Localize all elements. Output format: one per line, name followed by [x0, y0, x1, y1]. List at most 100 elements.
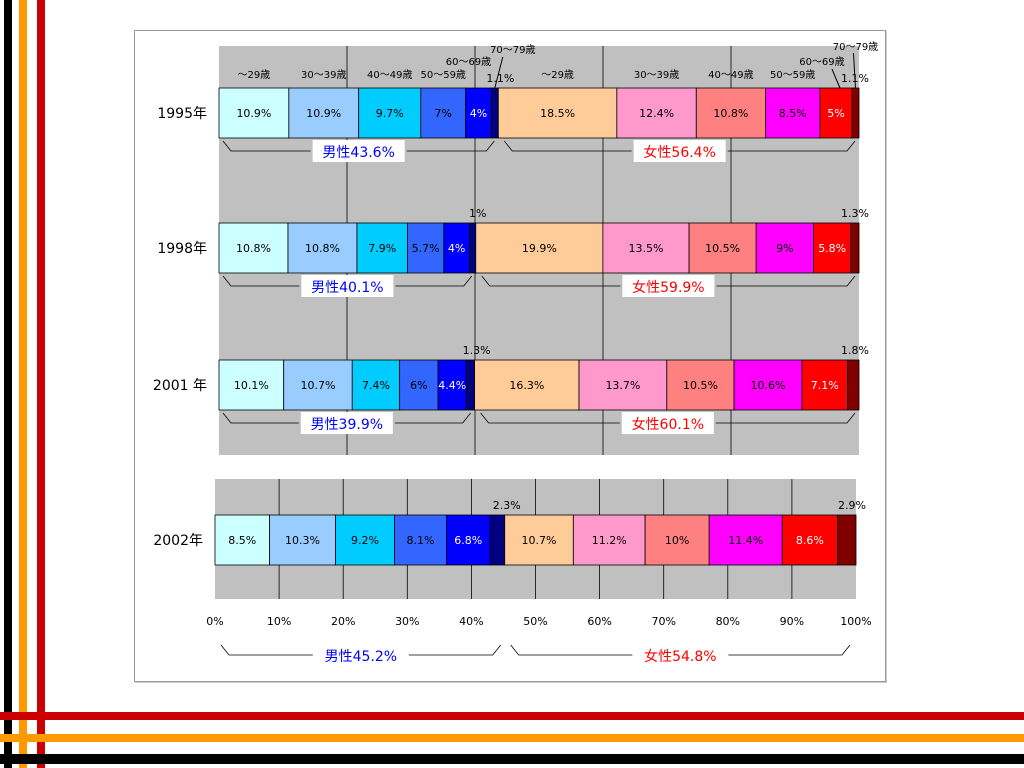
brace-label-bg — [622, 275, 715, 297]
brace-label-bg — [314, 644, 407, 666]
brace-line — [727, 140, 856, 152]
x-tick-label: 60% — [587, 615, 611, 628]
year-label: 2002年 — [153, 533, 203, 549]
male-total-label: 男性45.2% — [325, 649, 397, 665]
brace-label-bg — [312, 140, 405, 162]
bar-segment — [437, 359, 467, 411]
female-total-label: 女性60.1% — [632, 416, 704, 433]
data-label: 7.1% — [811, 379, 839, 392]
bar-segment — [851, 87, 860, 139]
data-label: 5.8% — [818, 242, 846, 255]
bar-segment — [489, 514, 506, 566]
brace-line — [504, 140, 632, 152]
brace-label-bg — [621, 412, 714, 434]
outside-label-female-70-79: 1.8% — [841, 344, 869, 357]
male-total-label: 男性43.6% — [322, 145, 394, 161]
x-tick-label: 40% — [459, 615, 483, 628]
outside-label-female-70-79: 2.9% — [838, 499, 866, 512]
data-label: 10.3% — [285, 534, 320, 547]
bar-segment — [351, 359, 401, 411]
male-total-label: 男性39.9% — [311, 417, 383, 433]
category-label: 30～39歳 — [634, 69, 679, 81]
year-label: 2001 年 — [153, 378, 207, 394]
bar-segment — [616, 87, 697, 139]
year-label: 1998年 — [157, 241, 207, 257]
bar-segment — [468, 222, 477, 274]
brace-line — [480, 412, 620, 424]
category-label: 30～39歳 — [301, 69, 346, 81]
x-tick-label: 30% — [395, 615, 419, 628]
bar-segment — [407, 222, 445, 274]
bar-segment — [666, 359, 735, 411]
brace-line — [222, 140, 311, 152]
bar-segment — [269, 514, 336, 566]
data-label: 10.1% — [234, 379, 269, 392]
data-label: 12.4% — [639, 107, 674, 120]
data-label: 10.5% — [705, 242, 740, 255]
x-tick-label: 10% — [267, 615, 291, 628]
bar-segment — [765, 87, 821, 139]
category-label: 70～79歳 — [490, 44, 535, 56]
bar-segment — [288, 87, 360, 139]
female-total-label: 女性56.4% — [643, 144, 715, 161]
bar-segment — [490, 87, 499, 139]
brace-label-bg — [300, 412, 393, 434]
category-label: 50～59歳 — [420, 69, 465, 81]
data-label: 11.4% — [728, 534, 763, 547]
x-tick-label: 90% — [780, 615, 804, 628]
bar-segment — [218, 359, 285, 411]
data-label: 11.2% — [592, 534, 627, 547]
data-label: 8.5% — [228, 534, 256, 547]
data-label: 8.5% — [779, 107, 807, 120]
data-label: 10.8% — [305, 242, 340, 255]
bar-segment — [837, 514, 857, 566]
brace-line — [394, 412, 471, 424]
outside-label-male-70-79: 1% — [469, 207, 486, 220]
year-label: 1995年 — [157, 106, 207, 122]
bar-segment — [218, 222, 289, 274]
outside-label-male-70-79: 2.3% — [493, 499, 521, 512]
bar-segment — [602, 222, 690, 274]
category-label: ～29歳 — [238, 69, 271, 81]
bar-segment — [781, 514, 838, 566]
leader-line — [852, 52, 856, 89]
outside-label-male-70-79: 1.3% — [463, 344, 491, 357]
female-total-label: 女性59.9% — [632, 279, 704, 296]
data-label: 5.7% — [412, 242, 440, 255]
bar-segment — [695, 87, 766, 139]
data-label: 13.7% — [605, 379, 640, 392]
brace-line — [220, 644, 313, 656]
bar-segment — [335, 514, 395, 566]
bar-segment — [497, 87, 618, 139]
data-label: 8.1% — [406, 534, 434, 547]
data-label: 16.3% — [509, 379, 544, 392]
bar-segment — [214, 514, 270, 566]
x-tick-label: 70% — [651, 615, 675, 628]
brace-label-bg — [633, 140, 726, 162]
bar-segment — [578, 359, 668, 411]
category-label: 40～49歳 — [708, 69, 753, 81]
brace-line — [408, 644, 502, 656]
data-label: 9.2% — [351, 534, 379, 547]
bar-segment — [394, 514, 447, 566]
data-label: 4.4% — [438, 379, 466, 392]
bar-segment — [504, 514, 574, 566]
category-label: 70～79歳 — [833, 41, 878, 53]
data-label: 6% — [410, 379, 427, 392]
brace-line — [222, 412, 299, 424]
bar-segment — [819, 87, 853, 139]
bar-segment — [850, 222, 860, 274]
stripe-left-orange — [19, 0, 27, 768]
stripe-bottom-orange — [0, 734, 1024, 742]
bar-segment — [358, 87, 422, 139]
brace-line — [222, 275, 300, 287]
bar-segment — [847, 359, 860, 411]
data-label: 10.8% — [713, 107, 748, 120]
bar-segment — [465, 87, 492, 139]
bar-segment — [708, 514, 783, 566]
data-label: 8.6% — [796, 534, 824, 547]
data-label: 9% — [776, 242, 793, 255]
data-label: 19.9% — [522, 242, 557, 255]
age-gender-stacked-bar-chart: 10.9% 10.9% 9.7% 7% 4% 18.5% 12.4% 10.8% 8.5% 5% 1… — [153, 41, 878, 666]
category-label: ～29歳 — [541, 69, 574, 81]
